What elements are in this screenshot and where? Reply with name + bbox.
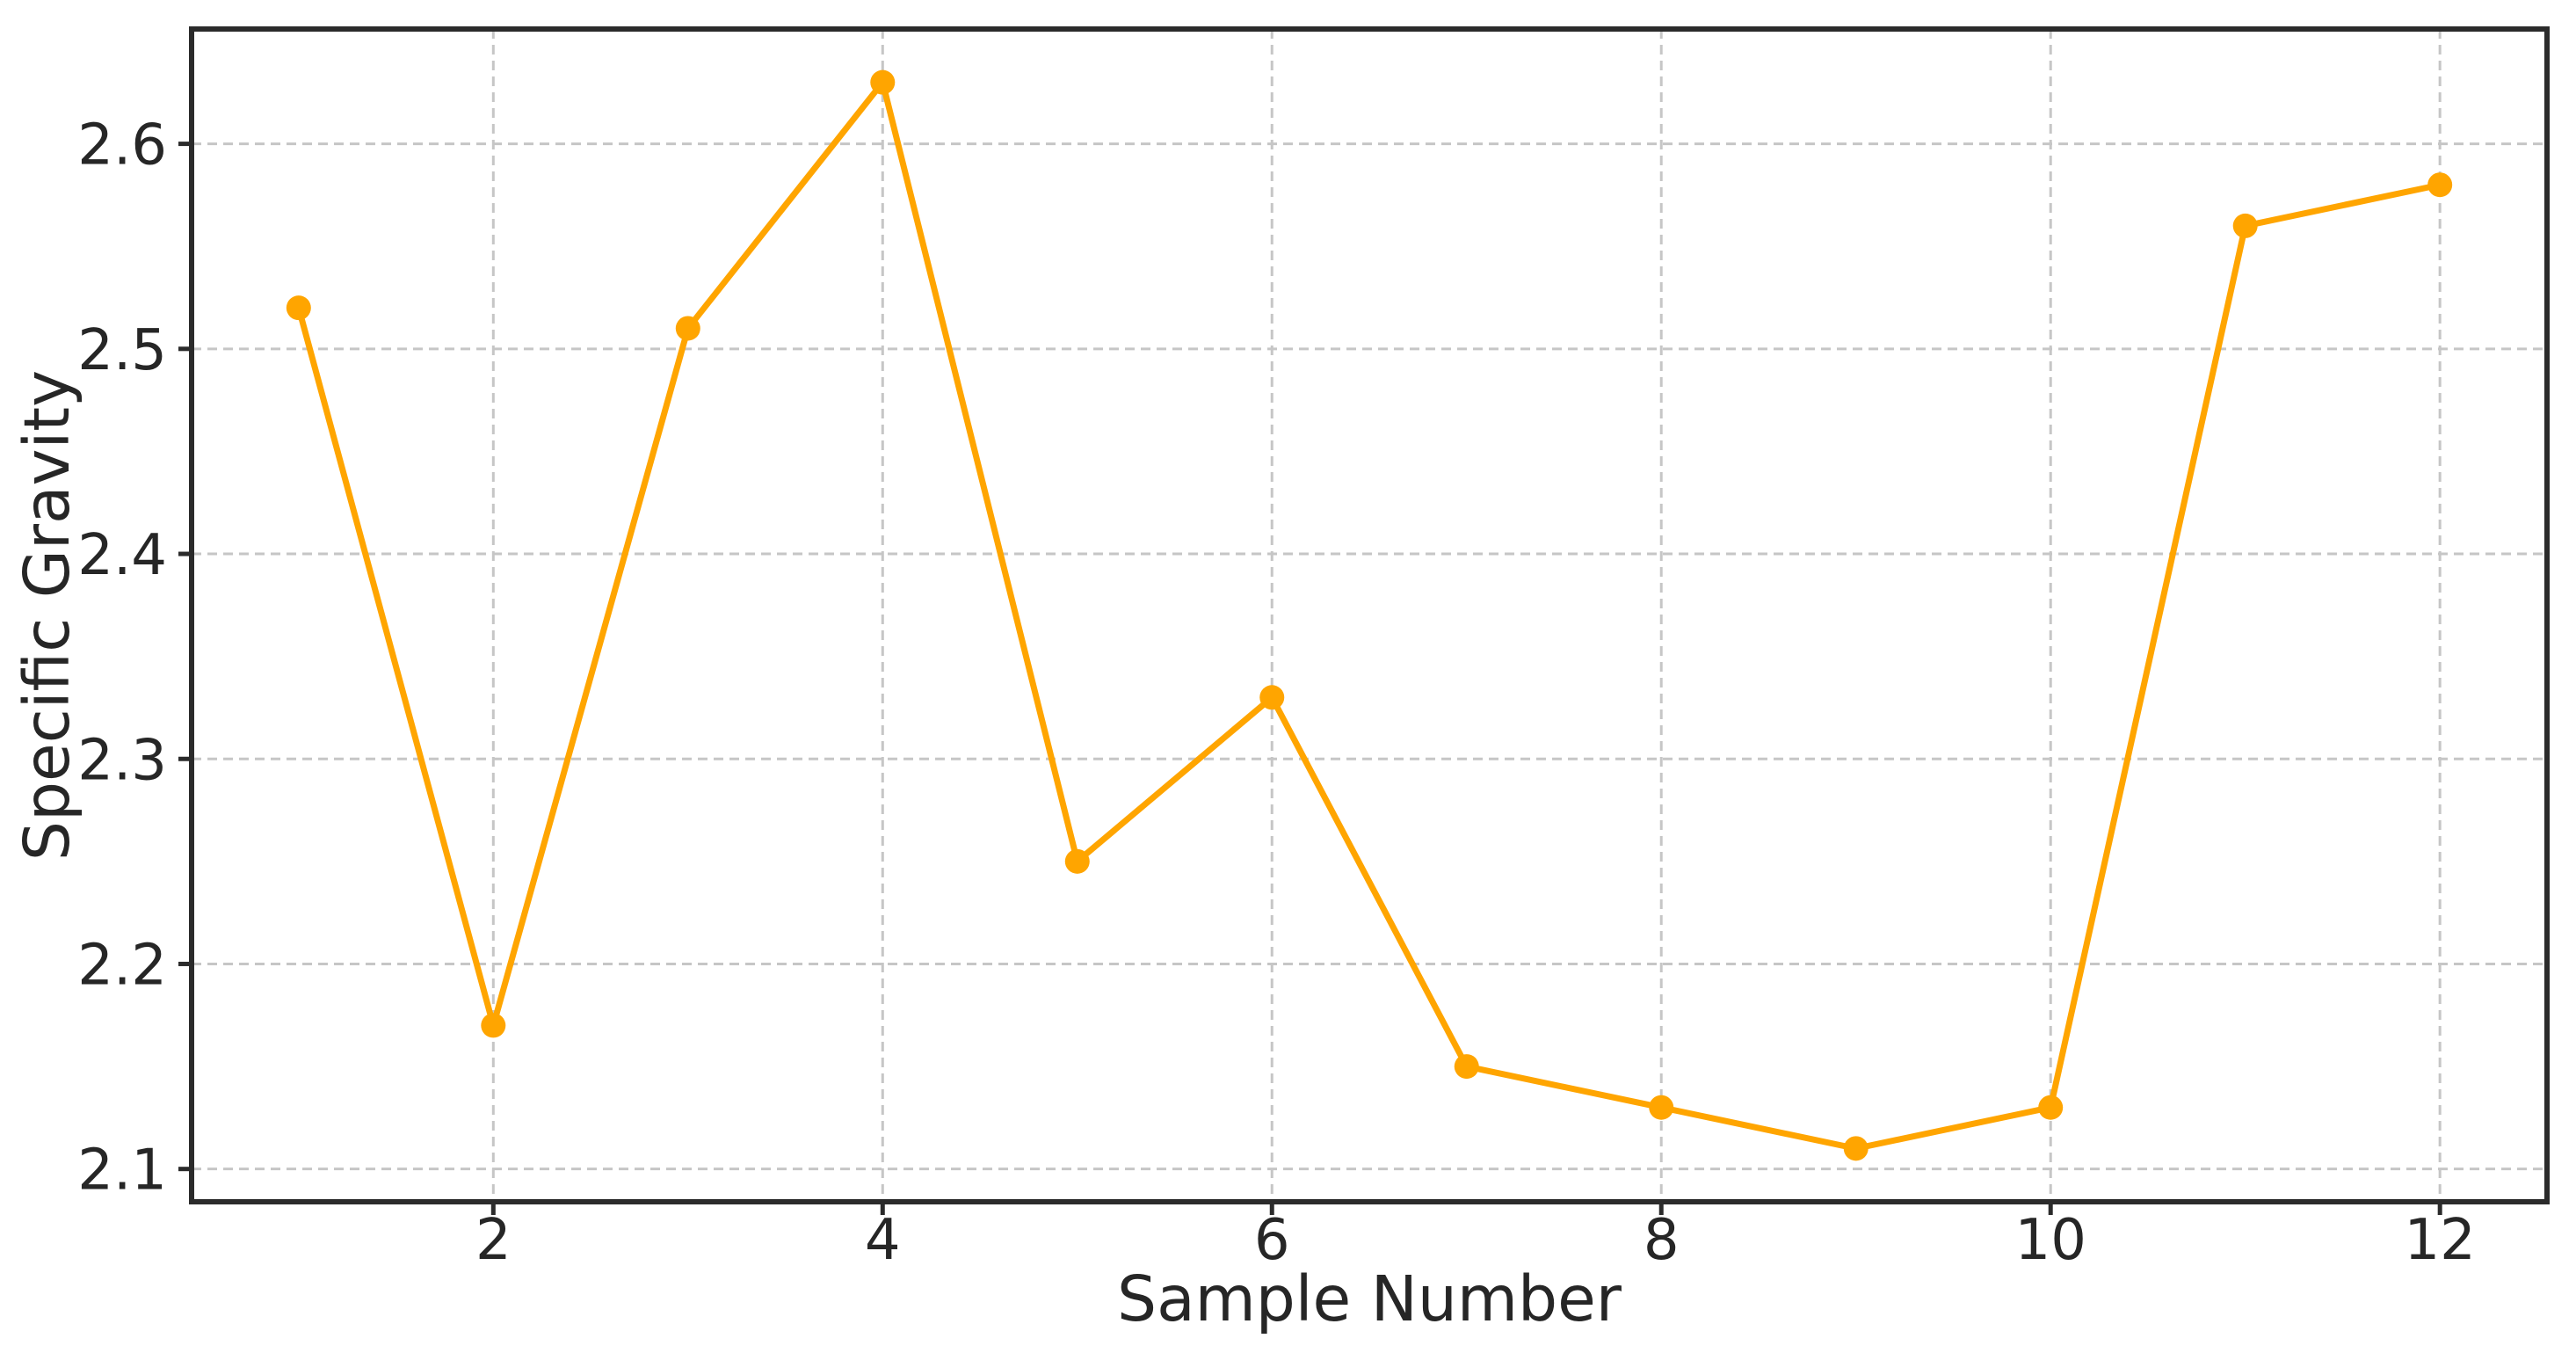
data-point-marker: [1649, 1095, 1674, 1120]
x-tick-label: 12: [2404, 1208, 2475, 1273]
y-tick-label: 2.4: [77, 523, 167, 588]
data-point-marker: [1064, 848, 1090, 874]
y-tick-label: 2.6: [77, 113, 167, 178]
data-point-marker: [1843, 1136, 1869, 1161]
y-tick-label: 2.3: [77, 728, 167, 793]
y-tick-label: 2.1: [77, 1138, 167, 1204]
data-point-marker: [481, 1013, 506, 1038]
plot-border: [189, 26, 2550, 1204]
x-axis-label: Sample Number: [1117, 1262, 1622, 1335]
data-series: [286, 69, 2453, 1161]
y-tick-label: 2.5: [77, 318, 167, 383]
grid-layer: [192, 29, 2547, 1202]
data-point-marker: [870, 69, 896, 95]
data-point-marker: [2038, 1095, 2064, 1120]
y-axis-label: Specific Gravity: [11, 370, 83, 861]
data-point-marker: [1454, 1054, 1479, 1080]
data-point-marker: [2427, 172, 2453, 198]
x-tick-label: 10: [2014, 1208, 2086, 1273]
tick-layer: [178, 142, 2442, 1215]
data-point-marker: [286, 295, 311, 321]
data-point-marker: [2232, 213, 2258, 238]
data-point-marker: [675, 316, 700, 341]
y-tick-label: 2.2: [77, 933, 167, 998]
series-line: [295, 79, 2443, 1152]
tick-label-layer: 2 4 6 8 10 12 2.1 2.2 2.3 2.4 2.5 2.6: [77, 113, 2476, 1273]
x-tick-label: 4: [865, 1208, 901, 1273]
data-point-marker: [1259, 685, 1285, 710]
x-tick-label: 8: [1644, 1208, 1680, 1273]
x-tick-label: 2: [475, 1208, 512, 1273]
x-tick-label: 6: [1254, 1208, 1290, 1273]
